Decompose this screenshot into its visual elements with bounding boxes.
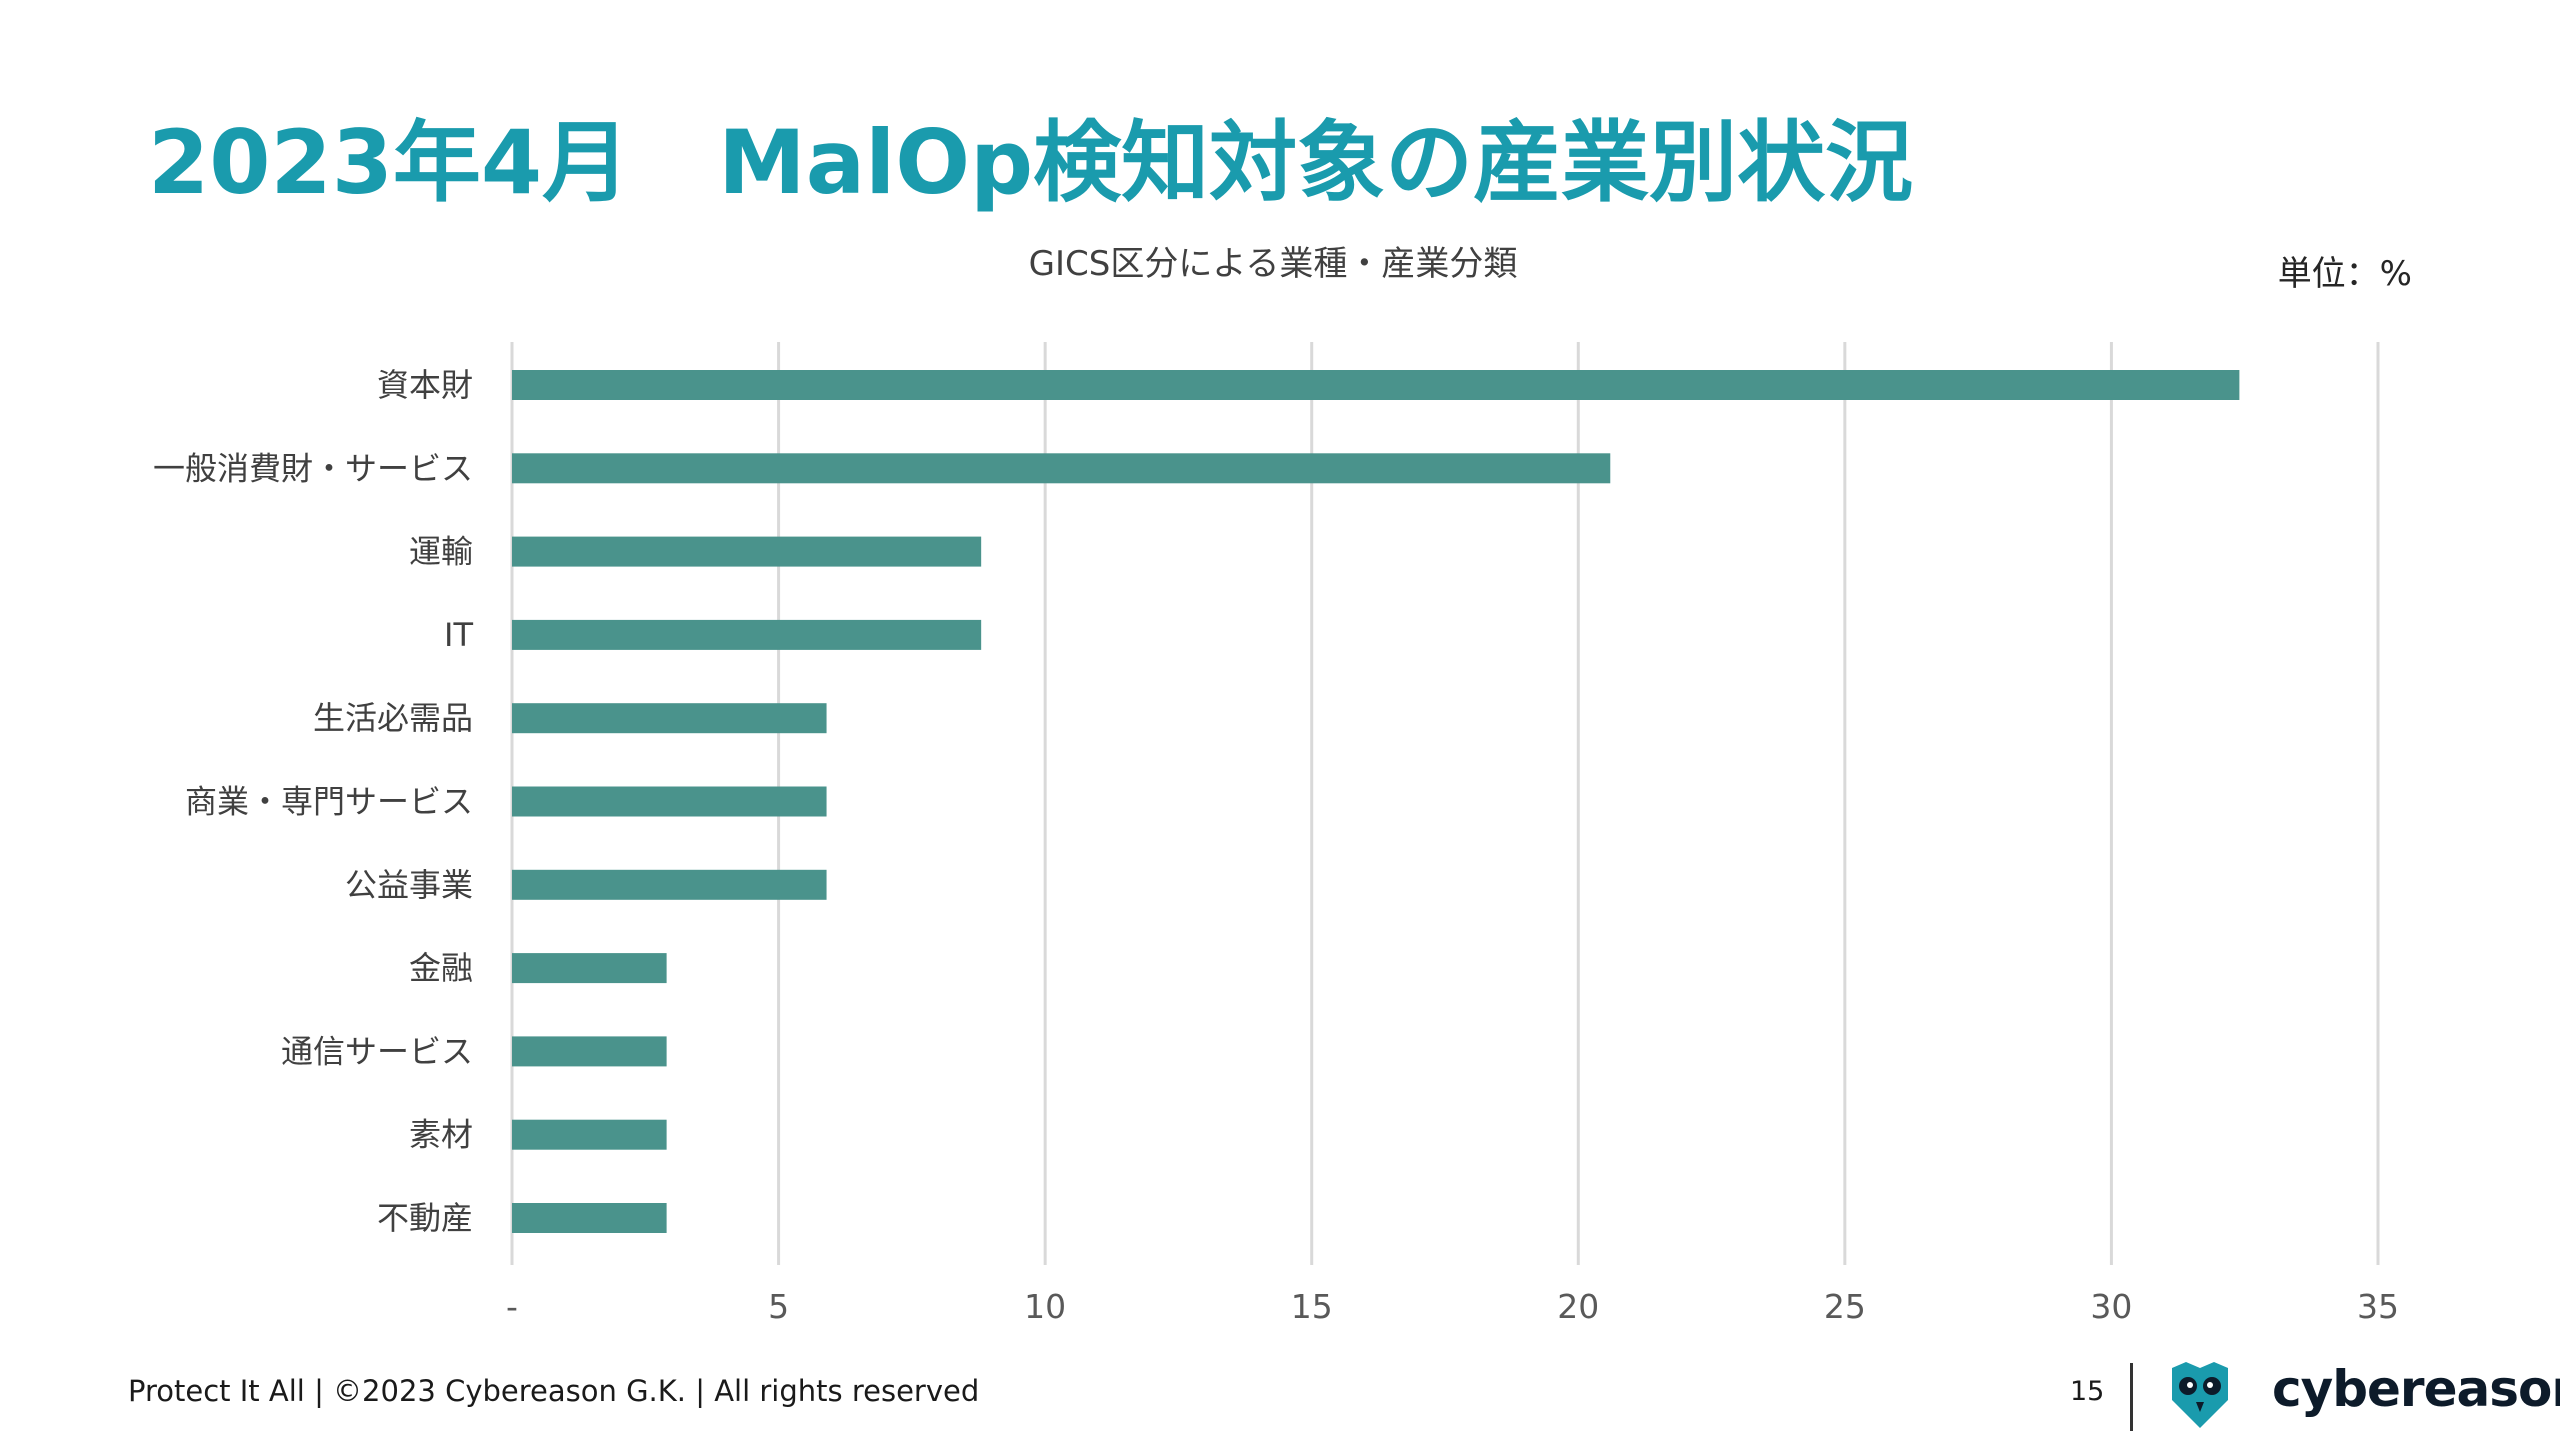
x-tick-label: 5 [768,1287,789,1326]
category-label: 運輸 [409,533,473,571]
bar [512,703,827,734]
bar [512,1119,667,1150]
bar [512,869,827,900]
category-label: 資本財 [377,366,473,404]
chart-title: GICS区分による業種・産業分類 [1028,244,1518,284]
x-tick-label: 25 [1824,1287,1866,1326]
category-label: 一般消費財・サービス [153,449,473,487]
page-number: 15 [2070,1376,2105,1407]
x-axis-tick-labels: - 5 10 15 20 25 30 35 [506,1287,2399,1326]
bar [512,1036,667,1067]
category-label: 公益事業 [345,866,473,904]
bar [512,619,982,650]
x-tick-label: 10 [1024,1287,1066,1326]
page-title: 2023年4月 MalOp検知対象の産業別状況 [148,111,1914,214]
x-tick-label: 30 [2090,1287,2132,1326]
category-label: IT [444,616,473,654]
bar [512,370,2240,400]
bar [512,453,1611,484]
bar [512,953,667,984]
footer-divider [2130,1363,2133,1431]
category-label: 通信サービス [281,1032,473,1070]
footer-copyright: Protect It All | ©2023 Cybereason G.K. |… [128,1374,980,1408]
unit-label: 単位：% [2277,254,2412,294]
x-tick-label: 35 [2357,1287,2399,1326]
category-label: 金融 [409,949,473,987]
x-tick-label: 15 [1291,1287,1333,1326]
owl-logo-icon [2172,1362,2228,1428]
category-label: 商業・専門サービス [185,783,473,821]
x-tick-label: - [506,1287,518,1326]
brand-name: cybereason [2272,1360,2560,1418]
bar [512,786,827,817]
bars [512,370,2240,1233]
category-label: 素材 [409,1116,473,1154]
bar [512,1203,667,1233]
category-label: 不動産 [377,1199,473,1237]
category-label: 生活必需品 [313,699,473,737]
bar [512,536,982,567]
x-tick-label: 20 [1557,1287,1599,1326]
